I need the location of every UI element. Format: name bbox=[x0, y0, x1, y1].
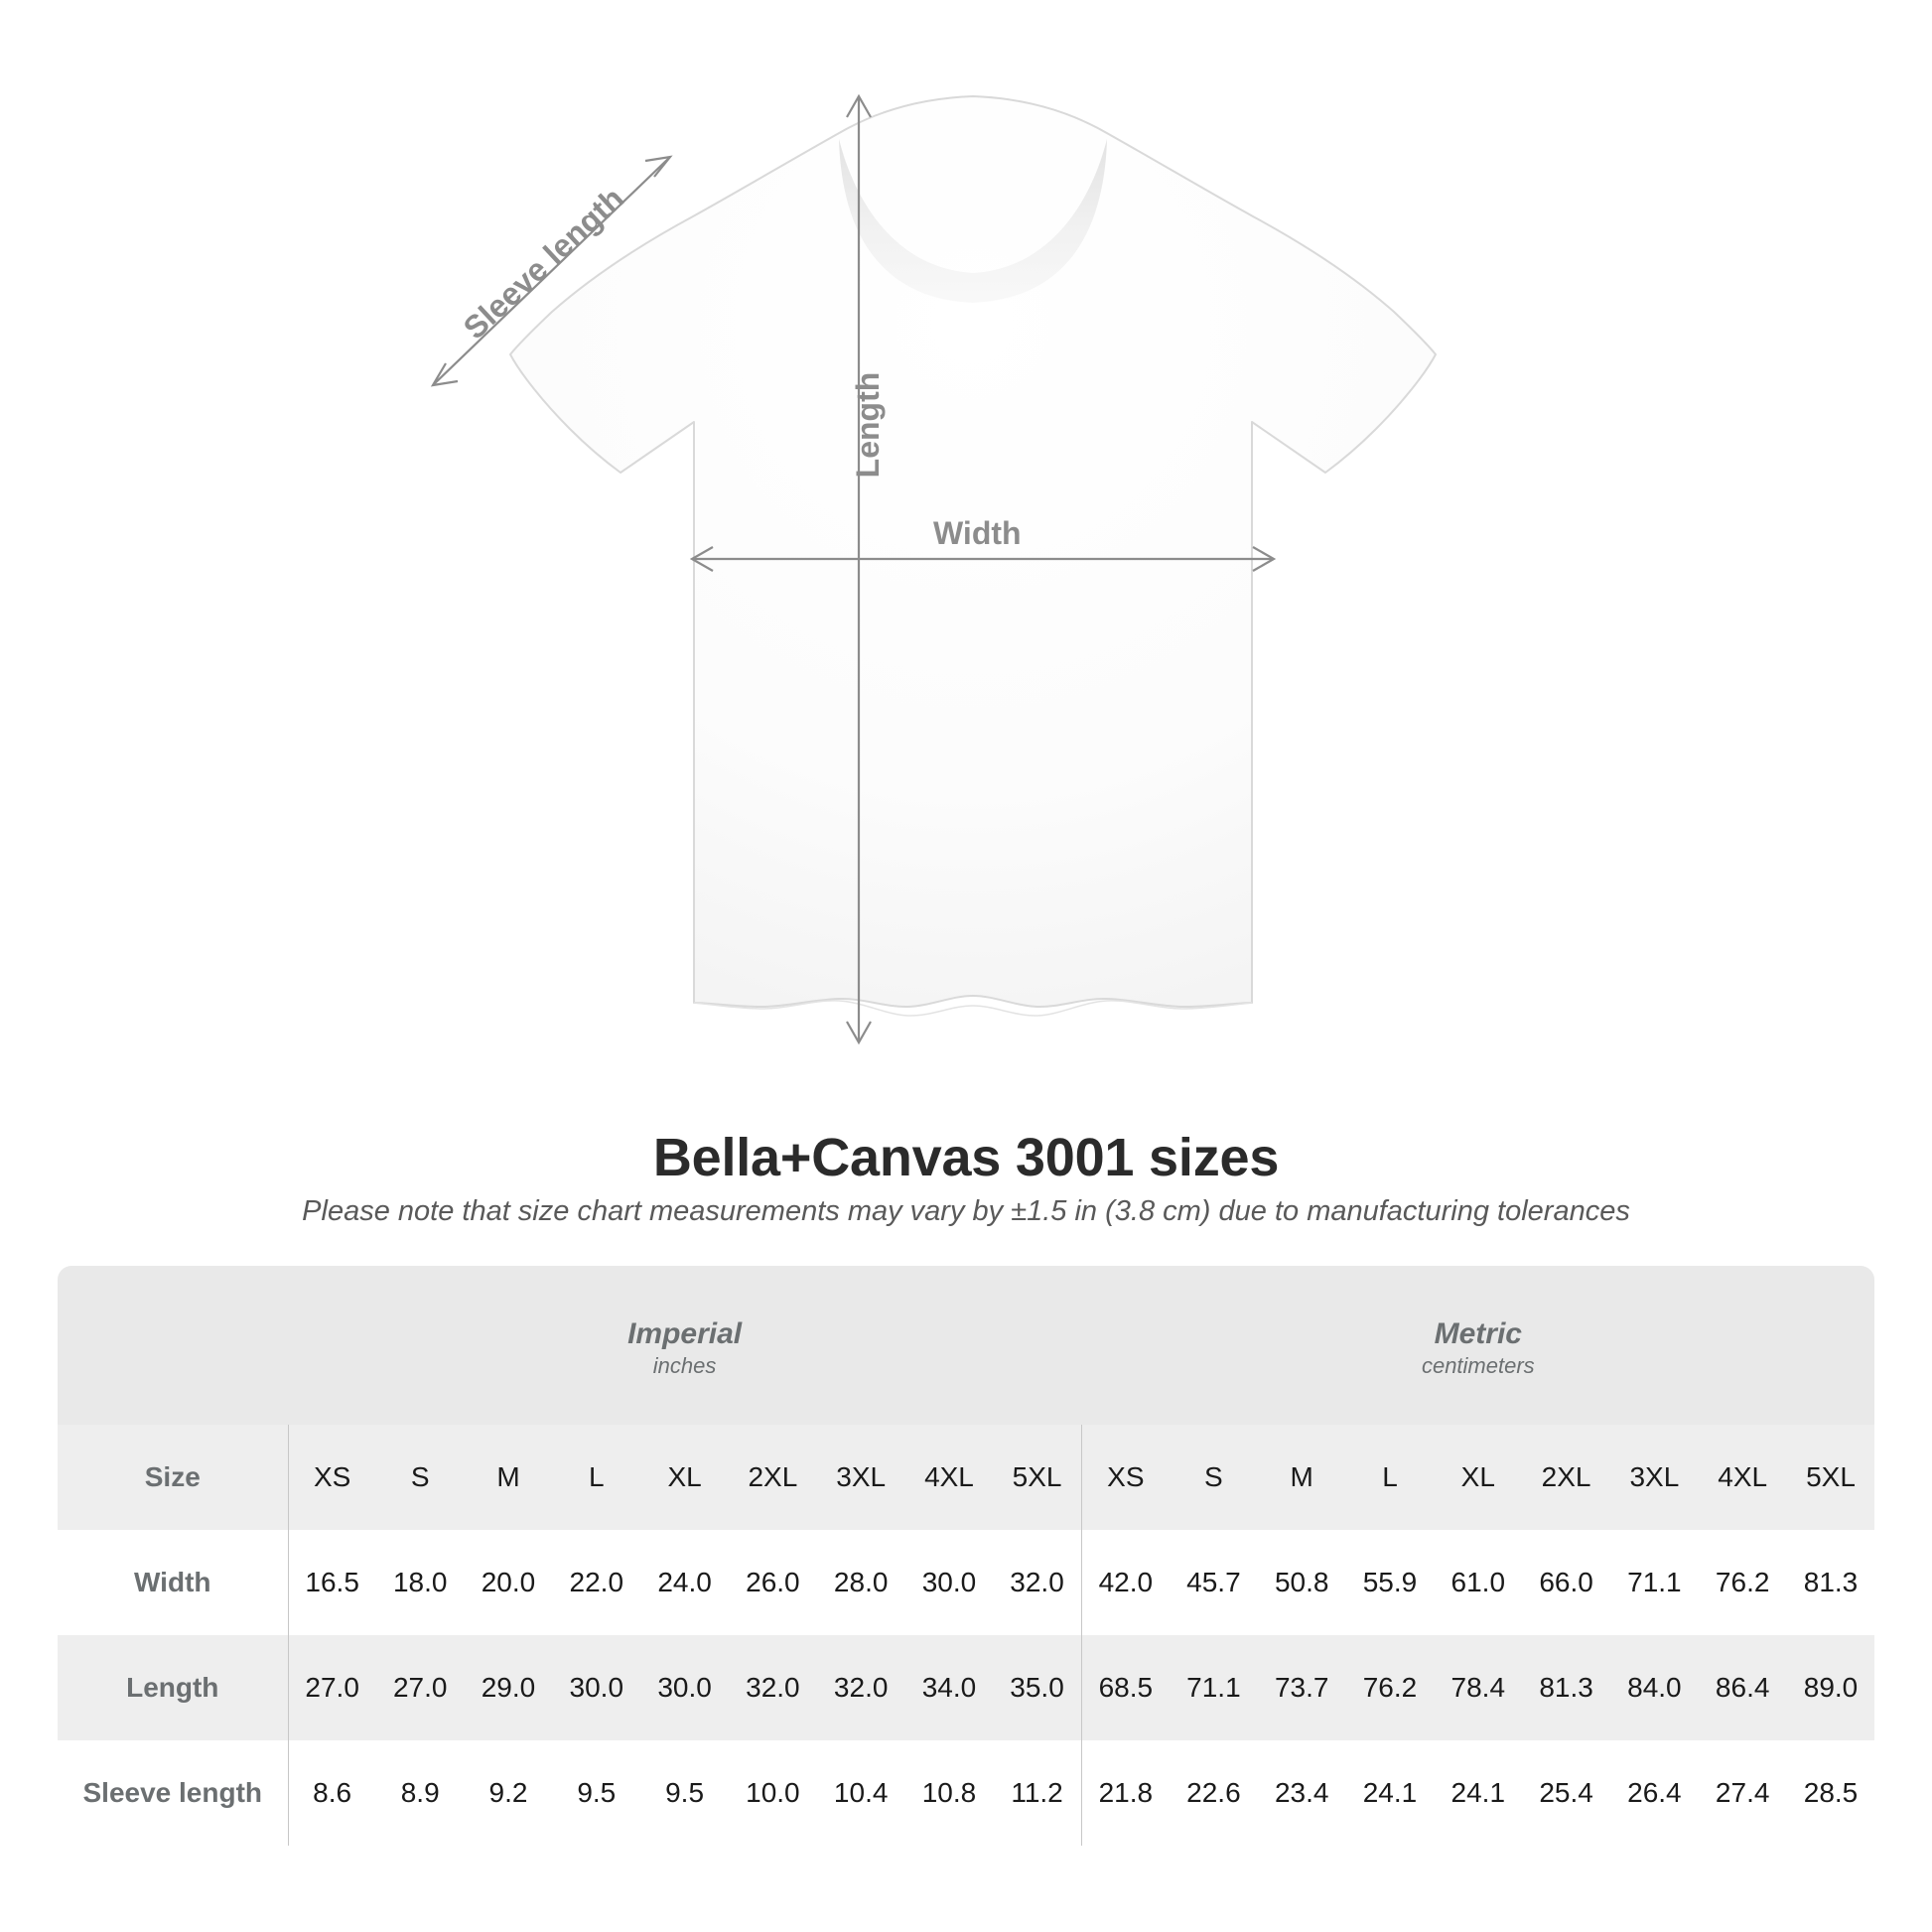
svg-text:Width: Width bbox=[933, 515, 1022, 551]
svg-text:Length: Length bbox=[850, 372, 886, 479]
